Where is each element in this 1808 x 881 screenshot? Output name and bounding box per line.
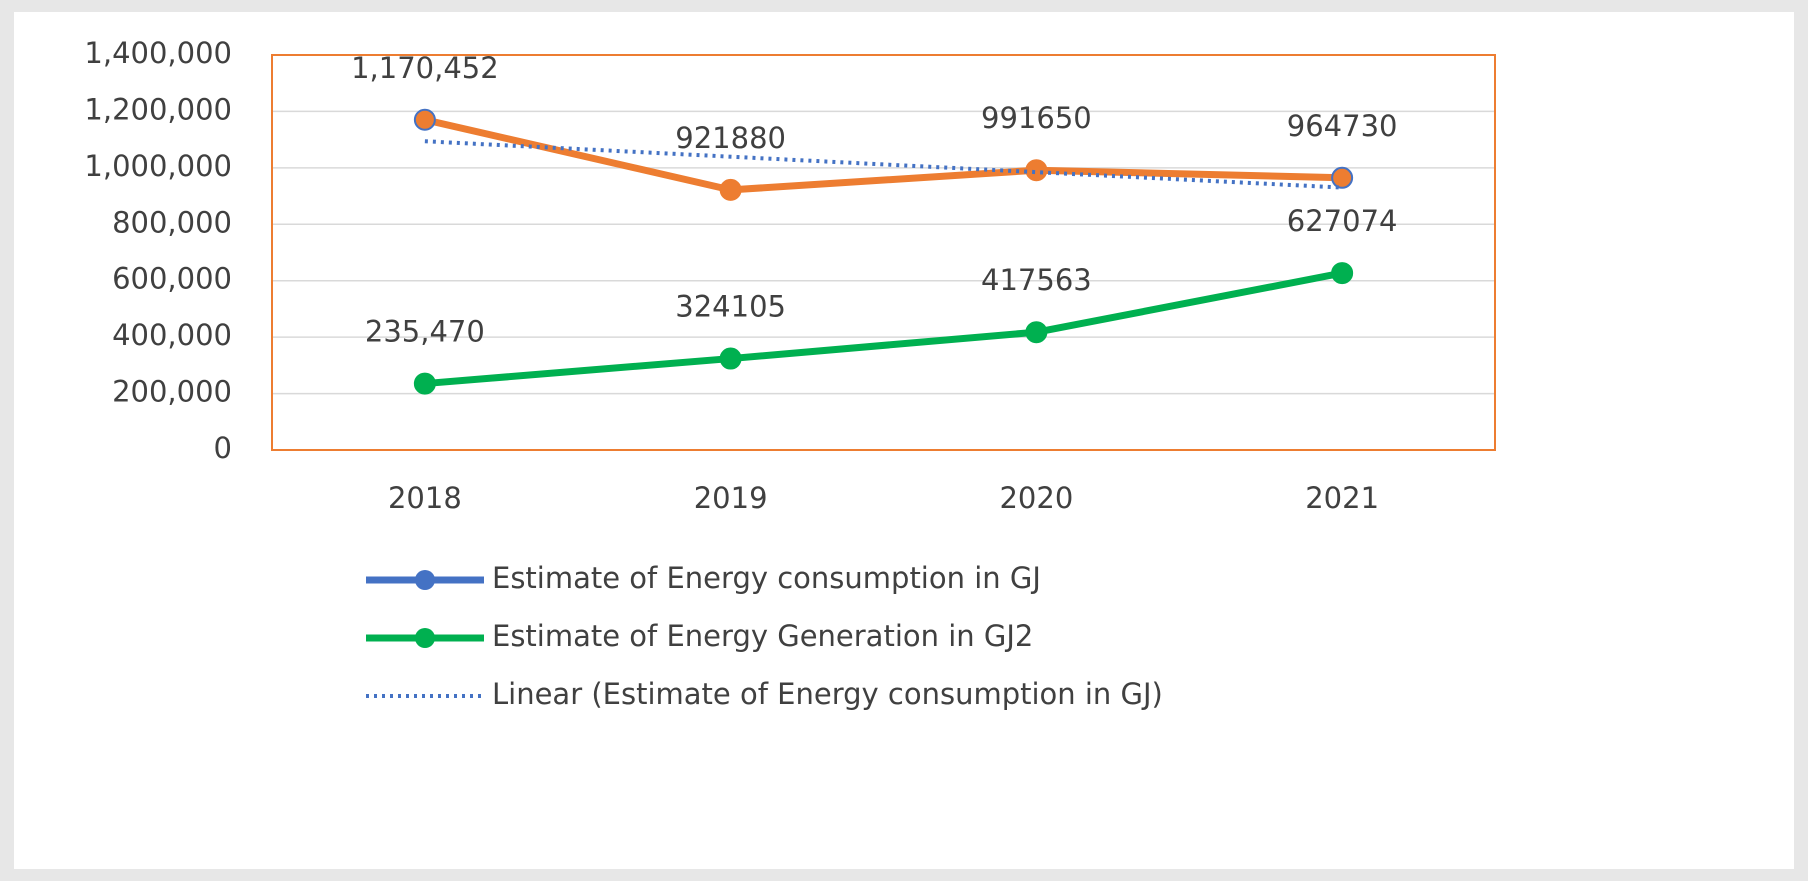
legend-marker — [415, 570, 435, 590]
data-label: 417563 — [981, 263, 1092, 297]
x-tick-label: 2021 — [1305, 481, 1379, 515]
x-tick-label: 2020 — [999, 481, 1073, 515]
marker — [1025, 159, 1048, 182]
y-tick-label: 1,000,000 — [84, 149, 232, 183]
data-label: 921880 — [675, 121, 786, 155]
chart-area — [14, 12, 1794, 869]
y-tick-label: 0 — [214, 431, 232, 465]
y-tick-label: 1,200,000 — [84, 92, 232, 126]
y-tick-label: 600,000 — [112, 262, 232, 296]
plot-border — [271, 54, 1496, 451]
data-label: 1,170,452 — [351, 51, 499, 85]
data-label: 991650 — [981, 101, 1092, 135]
trendline — [424, 139, 1343, 190]
legend-label: Estimate of Energy consumption in GJ — [492, 561, 1041, 595]
y-tick-label: 400,000 — [112, 318, 232, 352]
data-label: 627074 — [1287, 204, 1398, 238]
x-tick-label: 2018 — [388, 481, 462, 515]
y-tick-label: 200,000 — [112, 375, 232, 409]
data-label: 964730 — [1287, 109, 1398, 143]
marker — [1331, 262, 1354, 285]
y-tick-label: 1,400,000 — [84, 36, 232, 70]
marker — [413, 108, 436, 131]
data-label: 235,470 — [365, 315, 485, 349]
series-line — [424, 116, 1343, 194]
y-tick-label: 800,000 — [112, 205, 232, 239]
marker — [1331, 166, 1354, 189]
x-tick-label: 2019 — [694, 481, 768, 515]
marker — [719, 178, 742, 201]
marker — [719, 347, 742, 370]
legend-label: Estimate of Energy Generation in GJ2 — [492, 619, 1033, 653]
legend-label: Linear (Estimate of Energy consumption i… — [492, 677, 1163, 711]
marker — [1025, 321, 1048, 344]
legend-marker — [415, 628, 435, 648]
data-label: 324105 — [675, 290, 786, 324]
marker — [413, 372, 436, 395]
series-line — [424, 269, 1343, 388]
